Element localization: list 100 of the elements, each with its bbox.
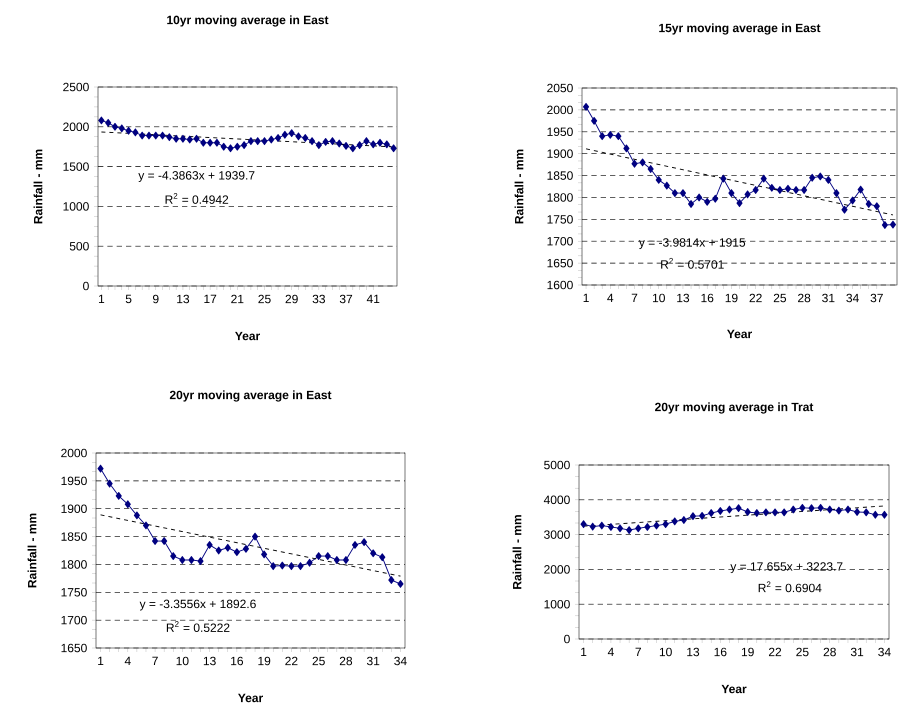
point bbox=[124, 500, 131, 508]
point bbox=[648, 165, 654, 173]
point bbox=[882, 221, 888, 229]
point bbox=[126, 126, 132, 135]
x-tick-label: 1 bbox=[98, 294, 104, 303]
point bbox=[106, 480, 113, 488]
x-tick-label: 16 bbox=[714, 648, 726, 656]
point bbox=[288, 562, 294, 570]
point bbox=[224, 544, 231, 552]
point bbox=[726, 506, 733, 514]
x-tick-label: 31 bbox=[850, 648, 864, 656]
point bbox=[616, 524, 624, 532]
point bbox=[334, 556, 340, 564]
x-tick-label: 10 bbox=[660, 648, 672, 656]
point bbox=[664, 182, 670, 190]
x-tick-label: 10 bbox=[652, 294, 665, 302]
point bbox=[97, 464, 104, 473]
point bbox=[397, 580, 404, 588]
point bbox=[607, 130, 614, 139]
point bbox=[227, 144, 234, 152]
point bbox=[768, 184, 775, 192]
point bbox=[342, 142, 350, 150]
point bbox=[173, 134, 180, 143]
point bbox=[216, 546, 222, 554]
point bbox=[818, 504, 824, 512]
y-axis-title: Rainfall - mm bbox=[512, 515, 522, 589]
point bbox=[623, 144, 630, 152]
annotation: R$^{2}$ = 0.5222 bbox=[166, 621, 230, 632]
y-tick-label: 2000 bbox=[547, 106, 573, 114]
point bbox=[872, 510, 878, 519]
point bbox=[841, 206, 848, 214]
x-tick-label: 37 bbox=[340, 294, 352, 304]
y-tick-label: 1800 bbox=[548, 193, 573, 202]
point bbox=[146, 132, 152, 140]
point bbox=[142, 522, 150, 530]
x-tick-label: 7 bbox=[636, 648, 641, 656]
x-tick-label: 5 bbox=[126, 294, 132, 304]
point bbox=[817, 172, 824, 180]
x-tick-label: 7 bbox=[152, 656, 158, 665]
point bbox=[316, 141, 322, 150]
point bbox=[329, 137, 336, 146]
point bbox=[792, 186, 800, 194]
point bbox=[234, 142, 240, 151]
point bbox=[881, 510, 888, 519]
point bbox=[696, 194, 702, 202]
x-tick-label: 25 bbox=[312, 656, 325, 666]
point bbox=[672, 189, 678, 198]
point bbox=[776, 186, 783, 194]
point bbox=[826, 506, 833, 514]
y-tick-label: 1650 bbox=[548, 258, 573, 268]
y-axis-title: Rainfall - mm bbox=[514, 150, 524, 224]
x-tick-label: 13 bbox=[677, 294, 690, 302]
y-axis-title: Rainfall - mm bbox=[28, 514, 36, 588]
point bbox=[833, 189, 840, 198]
point bbox=[384, 140, 390, 148]
point bbox=[582, 102, 590, 111]
annotation: R$^{2}$ = 0.4942 bbox=[166, 193, 228, 204]
point bbox=[850, 196, 856, 204]
point bbox=[112, 122, 118, 131]
point bbox=[635, 524, 642, 532]
point bbox=[662, 520, 669, 528]
y-tick-label: 0 bbox=[564, 634, 570, 644]
x-tick-label: 22 bbox=[285, 656, 298, 666]
point bbox=[179, 556, 186, 564]
y-tick-label: 2500 bbox=[63, 82, 89, 92]
point bbox=[342, 556, 349, 564]
chart-title: 20yr moving average in East bbox=[170, 390, 332, 402]
point bbox=[836, 506, 842, 515]
point bbox=[390, 144, 397, 152]
point bbox=[193, 134, 200, 143]
point bbox=[598, 522, 605, 530]
x-tick-label: 16 bbox=[231, 656, 244, 666]
x-axis-title: Year bbox=[722, 684, 747, 694]
y-tick-label: 1850 bbox=[548, 171, 573, 180]
point bbox=[825, 176, 832, 184]
point bbox=[116, 492, 122, 500]
point bbox=[656, 176, 662, 184]
x-tick-label: 7 bbox=[632, 294, 638, 302]
point bbox=[188, 556, 194, 564]
x-tick-label: 25 bbox=[774, 294, 786, 302]
point bbox=[680, 189, 686, 198]
x-axis-title: Year bbox=[727, 330, 752, 338]
point bbox=[206, 541, 213, 549]
point bbox=[207, 138, 214, 147]
point bbox=[242, 544, 250, 553]
point bbox=[261, 550, 268, 558]
y-tick-label: 1700 bbox=[62, 616, 87, 624]
y-tick-label: 2000 bbox=[63, 122, 89, 132]
point bbox=[874, 202, 880, 210]
point bbox=[197, 557, 204, 566]
point bbox=[760, 174, 767, 183]
x-tick-label: 13 bbox=[204, 656, 216, 666]
point bbox=[744, 190, 751, 198]
point bbox=[270, 562, 276, 570]
point bbox=[200, 138, 206, 147]
x-tick-label: 22 bbox=[750, 294, 762, 302]
point bbox=[728, 189, 734, 198]
x-tick-label: 4 bbox=[124, 656, 131, 665]
point bbox=[615, 132, 622, 140]
y-tick-label: 1750 bbox=[62, 588, 87, 597]
